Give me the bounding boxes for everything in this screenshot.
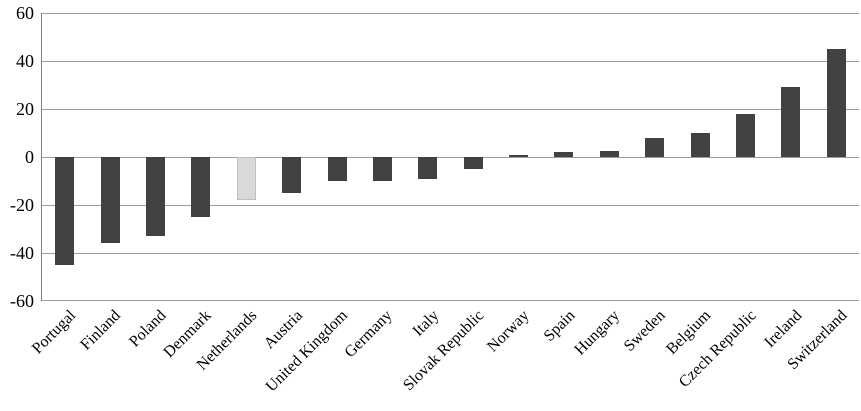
- bar-netherlands: [237, 157, 256, 200]
- bar-denmark: [191, 157, 210, 217]
- x-axis-label-italy: Italy: [409, 307, 443, 340]
- gridline--20: [42, 205, 859, 206]
- y-axis-tick-label: -20: [10, 195, 34, 215]
- bar-switzerland: [827, 49, 846, 157]
- bar-belgium: [691, 133, 710, 157]
- bar-united-kingdom: [328, 157, 347, 181]
- gridline-20: [42, 109, 859, 110]
- x-axis-label-portugal: Portugal: [28, 307, 80, 358]
- bar-ireland: [781, 87, 800, 157]
- y-axis-tick-label: 40: [16, 51, 34, 71]
- bar-poland: [146, 157, 165, 236]
- bar-italy: [418, 157, 437, 179]
- x-axis-label-spain: Spain: [540, 307, 579, 345]
- y-axis-tick-label: 20: [16, 99, 34, 119]
- bar-germany: [373, 157, 392, 181]
- gridline--60: [42, 300, 859, 301]
- bar-finland: [101, 157, 120, 243]
- plot-area: [41, 13, 859, 301]
- x-axis-label-united-kingdom: United Kingdom: [262, 307, 352, 396]
- gridline--40: [42, 253, 859, 254]
- bar-norway: [509, 155, 528, 157]
- bar-slovak-republic: [464, 157, 483, 169]
- bar-spain: [554, 152, 573, 157]
- y-axis-tick-label: 60: [16, 3, 34, 23]
- x-axis-label-norway: Norway: [484, 307, 534, 356]
- bar-portugal: [55, 157, 74, 265]
- gridline-60: [42, 13, 859, 14]
- x-axis-label-hungary: Hungary: [571, 307, 624, 359]
- x-axis-label-finland: Finland: [77, 307, 125, 354]
- bar-hungary: [600, 151, 619, 157]
- gridline-40: [42, 61, 859, 62]
- x-axis-label-germany: Germany: [341, 307, 397, 362]
- y-axis-tick-label: 0: [25, 147, 34, 167]
- gridline-0: [42, 157, 859, 158]
- bar-austria: [282, 157, 301, 193]
- bar-sweden: [645, 138, 664, 157]
- y-axis-tick-label: -40: [10, 243, 34, 263]
- y-axis-tick-label: -60: [10, 291, 34, 311]
- x-axis-label-slovak-republic: Slovak Republic: [399, 307, 488, 395]
- x-axis-label-sweden: Sweden: [621, 307, 670, 355]
- bar-czech-republic: [736, 114, 755, 157]
